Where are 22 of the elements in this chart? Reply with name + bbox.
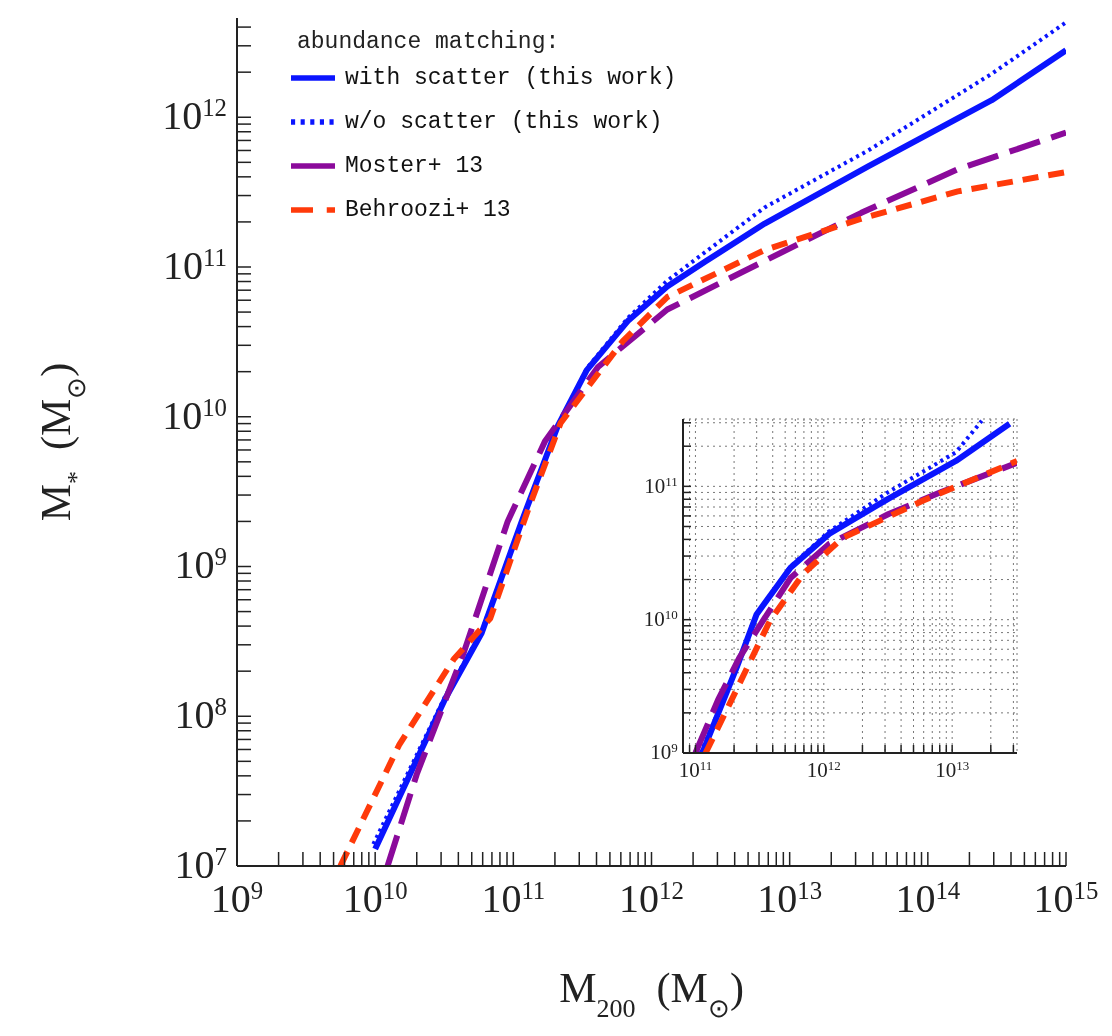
x-tick-label: 10$^{11}$: [481, 876, 546, 921]
y-tick-label: 10$^{8}$: [174, 692, 227, 738]
y-tick-label: 10$^{9}$: [174, 542, 227, 588]
legend-label: Behroozi+ 13: [345, 197, 511, 224]
legend-label: Moster+ 13: [345, 153, 484, 180]
legend-title: abundance matching:: [297, 29, 560, 55]
y-tick-label: 10$^{9}$: [650, 739, 678, 765]
y-tick-label: 10$^{11}$: [163, 243, 227, 288]
x-tick-label: 10$^{12}$: [806, 757, 841, 783]
x-tick-label: 10$^{14}$: [895, 876, 961, 921]
x-tick-label: 10$^{10}$: [342, 876, 408, 921]
x-tick-label: 10$^{13}$: [757, 876, 823, 921]
y-tick-label: 10$^{11}$: [644, 473, 678, 498]
x-tick-label: 10$^{15}$: [1033, 876, 1099, 921]
x-tick-label: 10$^{13}$: [935, 757, 970, 783]
y-tick-label: 10$^{12}$: [162, 93, 227, 139]
y-tick-label: 10$^{10}$: [162, 392, 227, 438]
legend-label: with scatter (this work): [345, 65, 677, 92]
legend-label: w/o scatter (this work): [345, 109, 663, 136]
y-tick-label: 10$^{10}$: [643, 606, 679, 631]
x-axis-title: M$_{200}$ (M$_{⊙}$): [559, 965, 744, 1023]
x-tick-label: 10$^{11}$: [678, 757, 713, 783]
